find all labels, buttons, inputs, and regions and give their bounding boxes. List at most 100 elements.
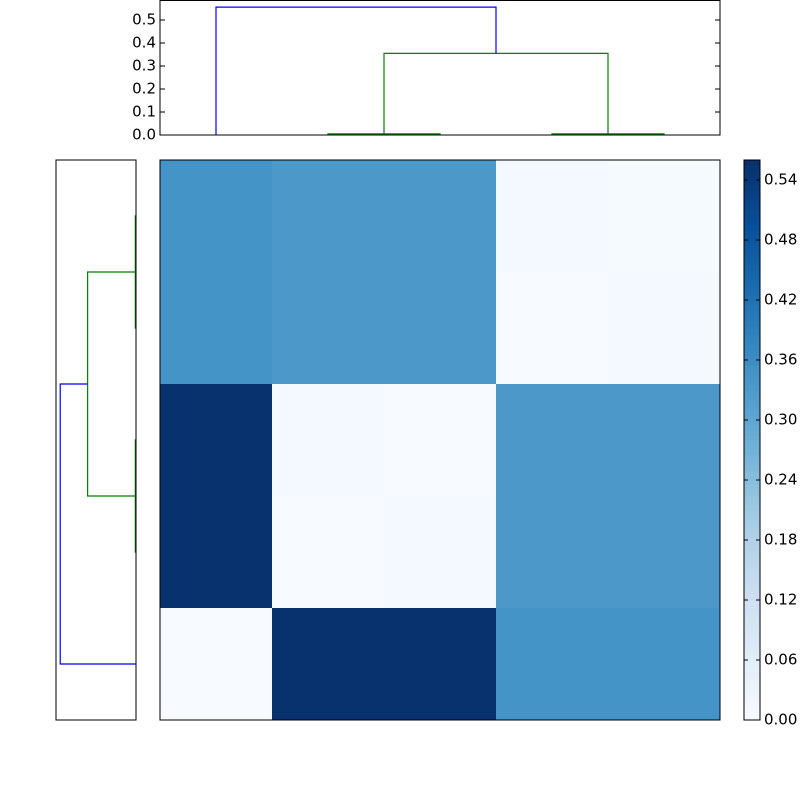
colorbar-swatch: [744, 505, 760, 511]
colorbar-swatch: [744, 625, 760, 631]
colorbar-swatch: [744, 220, 760, 226]
colorbar-tick-label: 0.24: [764, 471, 797, 489]
colorbar-swatch: [744, 715, 760, 721]
colorbar-swatch: [744, 365, 760, 371]
colorbar-swatch: [744, 275, 760, 281]
colorbar-swatch: [744, 450, 760, 456]
colorbar-swatch: [744, 615, 760, 621]
axes-frame: [159, 159, 721, 721]
colorbar-swatch: [744, 170, 760, 176]
colorbar-swatch: [744, 280, 760, 286]
colorbar-swatch: [744, 310, 760, 316]
y-tick-label: 0.5: [132, 11, 156, 29]
colorbar-swatch: [744, 245, 760, 251]
colorbar-swatch: [744, 440, 760, 446]
colorbar-swatch: [744, 585, 760, 591]
colorbar-swatch: [744, 335, 760, 341]
colorbar-swatch: [744, 690, 760, 696]
colorbar-swatch: [744, 685, 760, 691]
colorbar-swatch: [744, 180, 760, 186]
colorbar-swatch: [744, 315, 760, 321]
colorbar-tick-label: 0.30: [764, 411, 797, 429]
colorbar-swatch: [744, 520, 760, 526]
colorbar-swatch: [744, 560, 760, 566]
colorbar-swatch: [744, 270, 760, 276]
colorbar-swatch: [744, 255, 760, 261]
colorbar-swatch: [744, 640, 760, 646]
colorbar-swatch: [744, 325, 760, 331]
colorbar-swatch: [744, 595, 760, 601]
colorbar-swatch: [744, 195, 760, 201]
heatmap-cell: [384, 384, 497, 497]
colorbar-swatch: [744, 650, 760, 656]
heatmap-cell: [384, 160, 497, 273]
colorbar-tick-label: 0.12: [764, 591, 797, 609]
colorbar-swatch: [744, 550, 760, 556]
colorbar-swatch: [744, 200, 760, 206]
colorbar-tick-label: 0.42: [764, 291, 797, 309]
colorbar-swatch: [744, 525, 760, 531]
colorbar-swatch: [744, 330, 760, 336]
colorbar-swatch: [744, 580, 760, 586]
axes-frame: [55, 159, 137, 721]
colorbar-swatch: [744, 460, 760, 466]
heatmap-cell: [160, 272, 273, 385]
colorbar-swatch: [744, 575, 760, 581]
colorbar-swatch: [744, 205, 760, 211]
dendrogram-link: [59, 383, 136, 665]
heatmap-cell: [496, 272, 609, 385]
colorbar-swatch: [744, 415, 760, 421]
colorbar-swatch: [744, 670, 760, 676]
colorbar-tick-label: 0.06: [764, 651, 797, 669]
colorbar-swatch: [744, 225, 760, 231]
colorbar-swatch: [744, 655, 760, 661]
colorbar-tick-label: 0.00: [764, 711, 797, 729]
colorbar-swatch: [744, 445, 760, 451]
colorbar-swatch: [744, 620, 760, 626]
dendrogram-link: [383, 52, 609, 134]
colorbar-swatch: [744, 160, 760, 166]
colorbar-swatch: [744, 405, 760, 411]
colorbar-swatch: [744, 605, 760, 611]
colorbar-swatch: [744, 235, 760, 241]
colorbar-swatch: [744, 340, 760, 346]
colorbar-swatch: [744, 495, 760, 501]
colorbar-swatch: [744, 485, 760, 491]
colorbar-swatch: [744, 710, 760, 716]
heatmap-cell: [160, 496, 273, 609]
colorbar-swatch: [744, 425, 760, 431]
colorbar-swatch: [744, 530, 760, 536]
heatmap-cell: [608, 496, 721, 609]
heatmap-cell: [608, 608, 721, 721]
colorbar-swatch: [744, 215, 760, 221]
heatmap-cell: [272, 608, 385, 721]
colorbar-swatch: [744, 700, 760, 706]
colorbar-swatch: [744, 380, 760, 386]
heatmap-cell: [608, 272, 721, 385]
heatmap-cell: [160, 384, 273, 497]
colorbar-swatch: [744, 535, 760, 541]
colorbar-swatch: [744, 680, 760, 686]
colorbar-swatch: [744, 305, 760, 311]
colorbar-swatch: [744, 230, 760, 236]
colorbar-swatch: [744, 480, 760, 486]
colorbar-swatch: [744, 375, 760, 381]
colorbar-swatch: [744, 400, 760, 406]
colorbar-swatch: [744, 435, 760, 441]
colorbar-swatch: [744, 290, 760, 296]
colorbar-swatch: [744, 660, 760, 666]
colorbar-swatch: [744, 260, 760, 266]
colorbar-swatch: [744, 265, 760, 271]
colorbar-swatch: [744, 630, 760, 636]
colorbar-swatch: [744, 515, 760, 521]
colorbar-tick-label: 0.36: [764, 351, 797, 369]
colorbar-swatch: [744, 165, 760, 171]
heatmap-cell: [272, 384, 385, 497]
colorbar-swatch: [744, 185, 760, 191]
y-tick-label: 0.1: [132, 103, 156, 121]
colorbar-swatch: [744, 285, 760, 291]
colorbar-swatch: [744, 430, 760, 436]
colorbar-swatch: [744, 705, 760, 711]
colorbar-swatch: [744, 295, 760, 301]
y-tick-label: 0.3: [132, 57, 156, 75]
